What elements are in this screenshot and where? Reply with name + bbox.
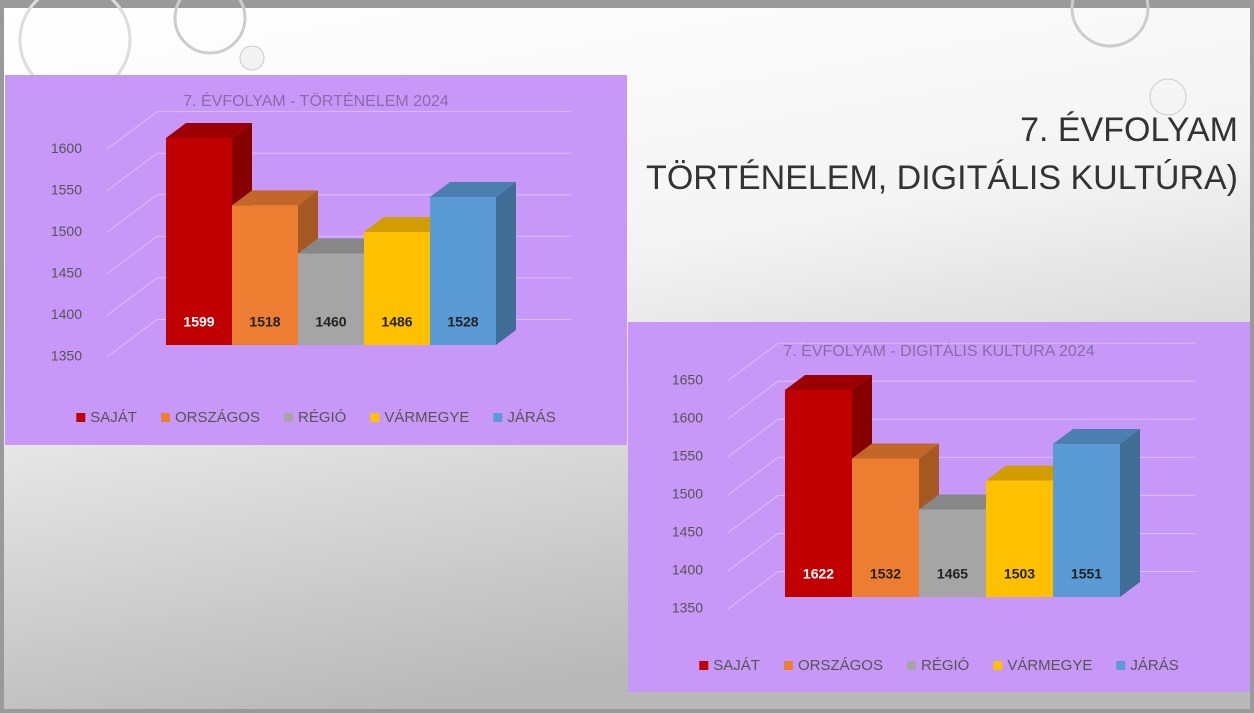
y-tick-label: 1350 (51, 348, 82, 364)
data-label: 1551 (1071, 566, 1102, 582)
bar (298, 253, 364, 345)
y-tick-label: 1550 (51, 181, 82, 197)
data-label: 1622 (803, 566, 834, 582)
bar (1053, 444, 1120, 597)
legend-label: VÁRMEGYE (384, 409, 469, 426)
legend-label: RÉGIÓ (298, 409, 346, 426)
y-tick-label: 1600 (672, 409, 703, 425)
legend-swatch (993, 661, 1003, 670)
y-tick-label: 1400 (51, 306, 82, 322)
y-tick-label: 1450 (672, 524, 703, 540)
data-label: 1599 (183, 314, 214, 330)
legend-swatch (76, 413, 86, 422)
bar (919, 509, 986, 597)
data-label: 1528 (447, 314, 478, 330)
legend-label: JÁRÁS (507, 409, 555, 426)
legend-label: VÁRMEGYE (1007, 657, 1092, 674)
y-tick-label: 1650 (672, 371, 703, 387)
grid-line (727, 342, 1195, 382)
slide-subtitle: TÖRTÉNELEM, DIGITÁLIS KULTÚRA) (646, 159, 1238, 197)
bubble (1070, 0, 1150, 48)
grid-line (106, 152, 571, 192)
bar-top (298, 238, 384, 254)
data-label: 1465 (937, 566, 968, 582)
bar-top (852, 443, 939, 459)
data-label: 1518 (249, 314, 280, 330)
y-tick-label: 1500 (672, 486, 703, 502)
legend-swatch (370, 413, 380, 422)
legend-swatch (283, 413, 293, 422)
legend-swatch (493, 413, 503, 422)
grid-line (106, 111, 571, 150)
data-label: 1532 (870, 566, 901, 582)
bar (785, 390, 852, 597)
legend-swatch (906, 661, 916, 670)
legend-label: ORSZÁGOS (175, 409, 260, 426)
bar-top (919, 494, 1006, 510)
bar-top (1053, 429, 1140, 445)
bar-side (1120, 429, 1140, 597)
bubble (239, 45, 265, 71)
bubble (173, 0, 247, 55)
bar-top (785, 375, 872, 390)
bar (166, 138, 232, 345)
bar (852, 458, 919, 597)
bar-top (430, 182, 516, 198)
bar-side (496, 182, 516, 345)
data-label: 1486 (381, 314, 412, 330)
legend-swatch (783, 661, 793, 670)
y-tick-label: 1450 (51, 265, 82, 281)
charts: 7. ÉVFOLYAM - TÖRTÉNELEM 2024 1350 1400 145… (5, 75, 1250, 692)
bar (364, 231, 430, 345)
y-tick-label: 1400 (672, 562, 703, 578)
slide-title: 7. ÉVFOLYAM (1020, 111, 1238, 149)
bar-top (166, 123, 252, 138)
y-tick-label: 1350 (672, 600, 703, 616)
bar-top (986, 465, 1073, 481)
bar-top (232, 190, 318, 206)
data-label: 1503 (1004, 566, 1035, 582)
legend-swatch (1116, 661, 1126, 670)
bar (986, 480, 1053, 597)
bar (430, 197, 496, 345)
grid-line (727, 418, 1195, 458)
legend-swatch (160, 413, 170, 422)
legend-label: ORSZÁGOS (798, 657, 883, 674)
legend-swatch (699, 661, 709, 670)
legend-label: JÁRÁS (1130, 657, 1178, 674)
grid-line (727, 380, 1195, 420)
bar-top (364, 216, 450, 232)
bar (232, 205, 298, 345)
chart-title: 7. ÉVFOLYAM - TÖRTÉNELEM 2024 (183, 91, 449, 110)
chart-title: 7. ÉVFOLYAM - DIGITÁLIS KULTÚRA 2024 (783, 341, 1094, 360)
legend-label: SAJÁT (713, 657, 760, 674)
bubble (1149, 78, 1187, 116)
y-tick-label: 1500 (51, 223, 82, 239)
y-tick-label: 1550 (672, 447, 703, 463)
legend-label: RÉGIÓ (921, 657, 969, 674)
y-tick-label: 1600 (51, 140, 82, 156)
data-label: 1460 (315, 314, 346, 330)
legend-label: SAJÁT (90, 409, 137, 426)
